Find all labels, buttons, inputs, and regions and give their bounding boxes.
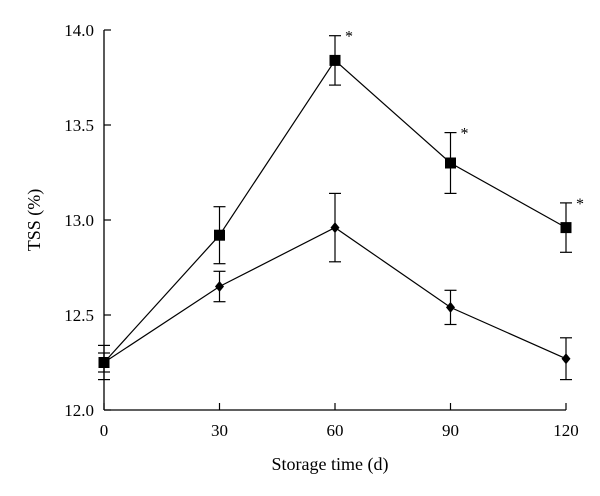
y-axis-label: TSS (%) [24,189,45,252]
y-tick-label: 13.5 [64,116,94,135]
series-1: * * * [98,29,584,381]
data-point-square [560,222,572,234]
series-2 [98,192,572,381]
data-point-square [329,54,341,66]
data-point-diamond [330,222,340,234]
significance-marker: * [576,196,584,213]
y-tick-label: 12.5 [64,306,94,325]
x-tick-label: 0 [100,421,109,440]
x-tick-label: 30 [211,421,228,440]
x-ticks: 0 30 60 90 120 [100,403,579,440]
data-point-diamond [215,281,224,292]
data-point-diamond [561,353,571,365]
x-tick-label: 60 [327,421,344,440]
x-tick-label: 90 [442,421,459,440]
y-ticks: 12.0 12.5 13.0 13.5 14.0 [64,21,111,420]
significance-marker: * [345,29,353,46]
y-tick-label: 14.0 [64,21,94,40]
series-layer: * * * [98,29,584,381]
data-point-diamond [446,301,455,313]
data-point-square [214,229,225,241]
y-tick-label: 13.0 [64,211,94,230]
data-point-square [445,157,456,169]
x-tick-label: 120 [553,421,579,440]
data-point-diamond [99,357,109,368]
y-tick-label: 12.0 [64,401,94,420]
x-axis-label: Storage time (d) [272,454,389,475]
significance-marker: * [461,126,469,143]
